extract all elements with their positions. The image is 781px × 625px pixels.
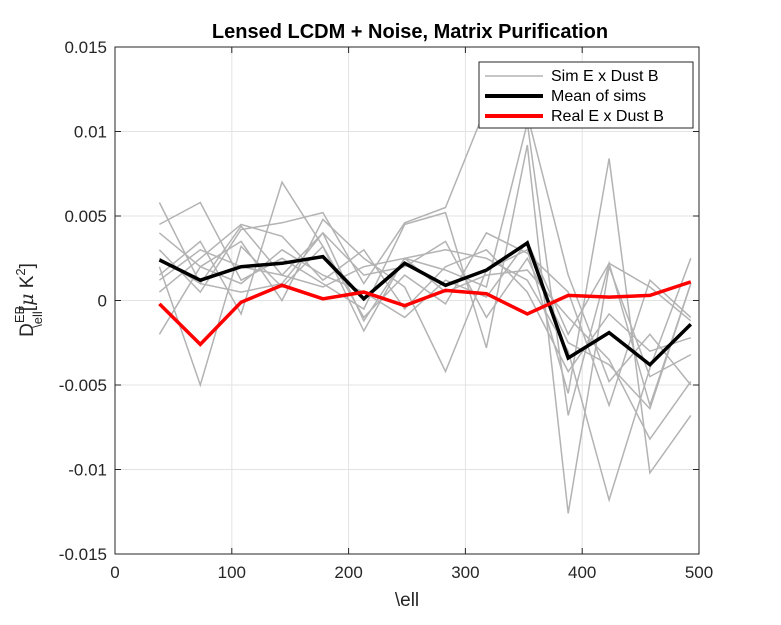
y-label-unit-prefix: [ (17, 305, 38, 311)
sim-series-line (158, 122, 692, 416)
real-series-line (158, 280, 692, 347)
x-axis-label: \ell (395, 590, 419, 611)
series-layer (158, 105, 693, 514)
sim-series-line (159, 144, 692, 514)
y-label-unit-exp: 2 (13, 268, 28, 275)
chart-title: Lensed LCDM + Noise, Matrix Purification (212, 21, 608, 43)
sim-series-line (158, 231, 692, 408)
y-tick-label: 0 (98, 292, 107, 311)
sim-series-line (159, 231, 692, 411)
x-tick-label: 300 (451, 563, 479, 582)
y-tick-label: 0.015 (64, 38, 107, 57)
x-tick-label: 200 (334, 563, 362, 582)
legend-label-real: Real E x Dust B (551, 108, 664, 125)
y-tick-label: -0.015 (59, 545, 107, 564)
y-label-sub: \ell (30, 311, 45, 328)
legend-label-sim: Sim E x Dust B (551, 68, 659, 85)
y-label-mu: μ (16, 294, 38, 306)
x-tick-label: 0 (110, 563, 119, 582)
y-tick-label: 0.01 (74, 123, 107, 142)
y-tick-label: -0.005 (59, 376, 107, 395)
tick-labels: 0 100 200 300 400 500 0.015 0.01 0.005 0 -0.005 -0.… (59, 38, 713, 582)
x-tick-label: 100 (218, 563, 246, 582)
y-axis-label: DEB \ell[μ K2] (12, 263, 45, 337)
y-label-sup: EB (12, 306, 27, 323)
x-tick-label: 500 (685, 563, 713, 582)
x-tick-label: 400 (568, 563, 596, 582)
y-label-base: D (17, 323, 38, 337)
sim-series-line (158, 223, 692, 373)
ticks (114, 46, 700, 555)
y-tick-label: 0.005 (64, 207, 107, 226)
y-label-unit-suffix: ] (17, 263, 38, 268)
legend: Sim E x Dust B Mean of sims Real E x Dus… (478, 61, 694, 129)
y-label-unit-k: K (17, 275, 38, 293)
mean-series-line (158, 240, 693, 368)
sim-series-line (158, 158, 692, 475)
sim-series-line (158, 105, 692, 386)
legend-label-mean: Mean of sims (551, 88, 646, 105)
y-tick-label: -0.01 (68, 461, 107, 480)
